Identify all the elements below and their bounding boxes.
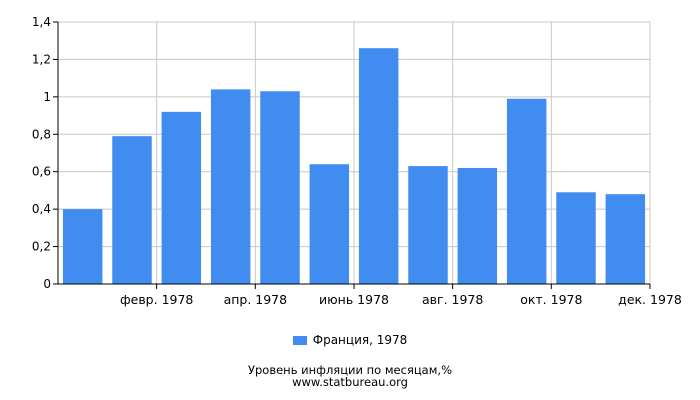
bar xyxy=(408,166,448,284)
bar xyxy=(309,164,350,284)
x-tick-label: февр. 1978 xyxy=(120,292,193,307)
bar-chart: 0 0,2 0,4 0,6 0,8 1 1,2 1,4 февр. 1978 апр. 1978… xyxy=(32,15,682,307)
bar xyxy=(260,91,300,284)
x-tick-label: авг. 1978 xyxy=(422,292,483,307)
axes xyxy=(53,22,650,285)
y-tick-label: 1,2 xyxy=(32,52,51,66)
bar xyxy=(112,136,152,284)
x-tick-label: окт. 1978 xyxy=(520,292,582,307)
y-axis-ticks: 0 0,2 0,4 0,6 0,8 1 1,2 1,4 xyxy=(32,15,58,291)
bar xyxy=(210,89,251,284)
grid-lines xyxy=(58,21,651,284)
bar xyxy=(506,98,547,284)
bar xyxy=(556,192,596,284)
bar xyxy=(457,167,498,284)
bar xyxy=(358,48,399,285)
y-tick-label: 0,4 xyxy=(32,202,51,216)
y-tick-label: 0,8 xyxy=(32,127,51,141)
x-tick-label: июнь 1978 xyxy=(319,292,389,307)
legend: Франция, 1978 xyxy=(0,333,700,347)
x-tick-label: апр. 1978 xyxy=(224,292,288,307)
bars xyxy=(62,48,646,285)
chart-caption: Уровень инфляции по месяцам,% xyxy=(247,363,452,377)
y-tick-label: 1,4 xyxy=(32,15,51,29)
x-tick-label: дек. 1978 xyxy=(618,292,682,307)
y-tick-label: 0,6 xyxy=(32,165,51,179)
x-axis-ticks: февр. 1978 апр. 1978 июнь 1978 авг. 1978 окт… xyxy=(120,284,682,307)
y-tick-label: 1 xyxy=(43,90,51,104)
legend-label: Франция, 1978 xyxy=(312,333,408,347)
bar xyxy=(161,111,202,284)
y-tick-label: 0 xyxy=(43,277,51,291)
y-tick-label: 0,2 xyxy=(32,240,51,254)
source-url: www.statbureau.org xyxy=(292,375,408,389)
bar xyxy=(605,194,646,284)
legend-swatch xyxy=(292,335,307,345)
bar xyxy=(62,209,103,284)
